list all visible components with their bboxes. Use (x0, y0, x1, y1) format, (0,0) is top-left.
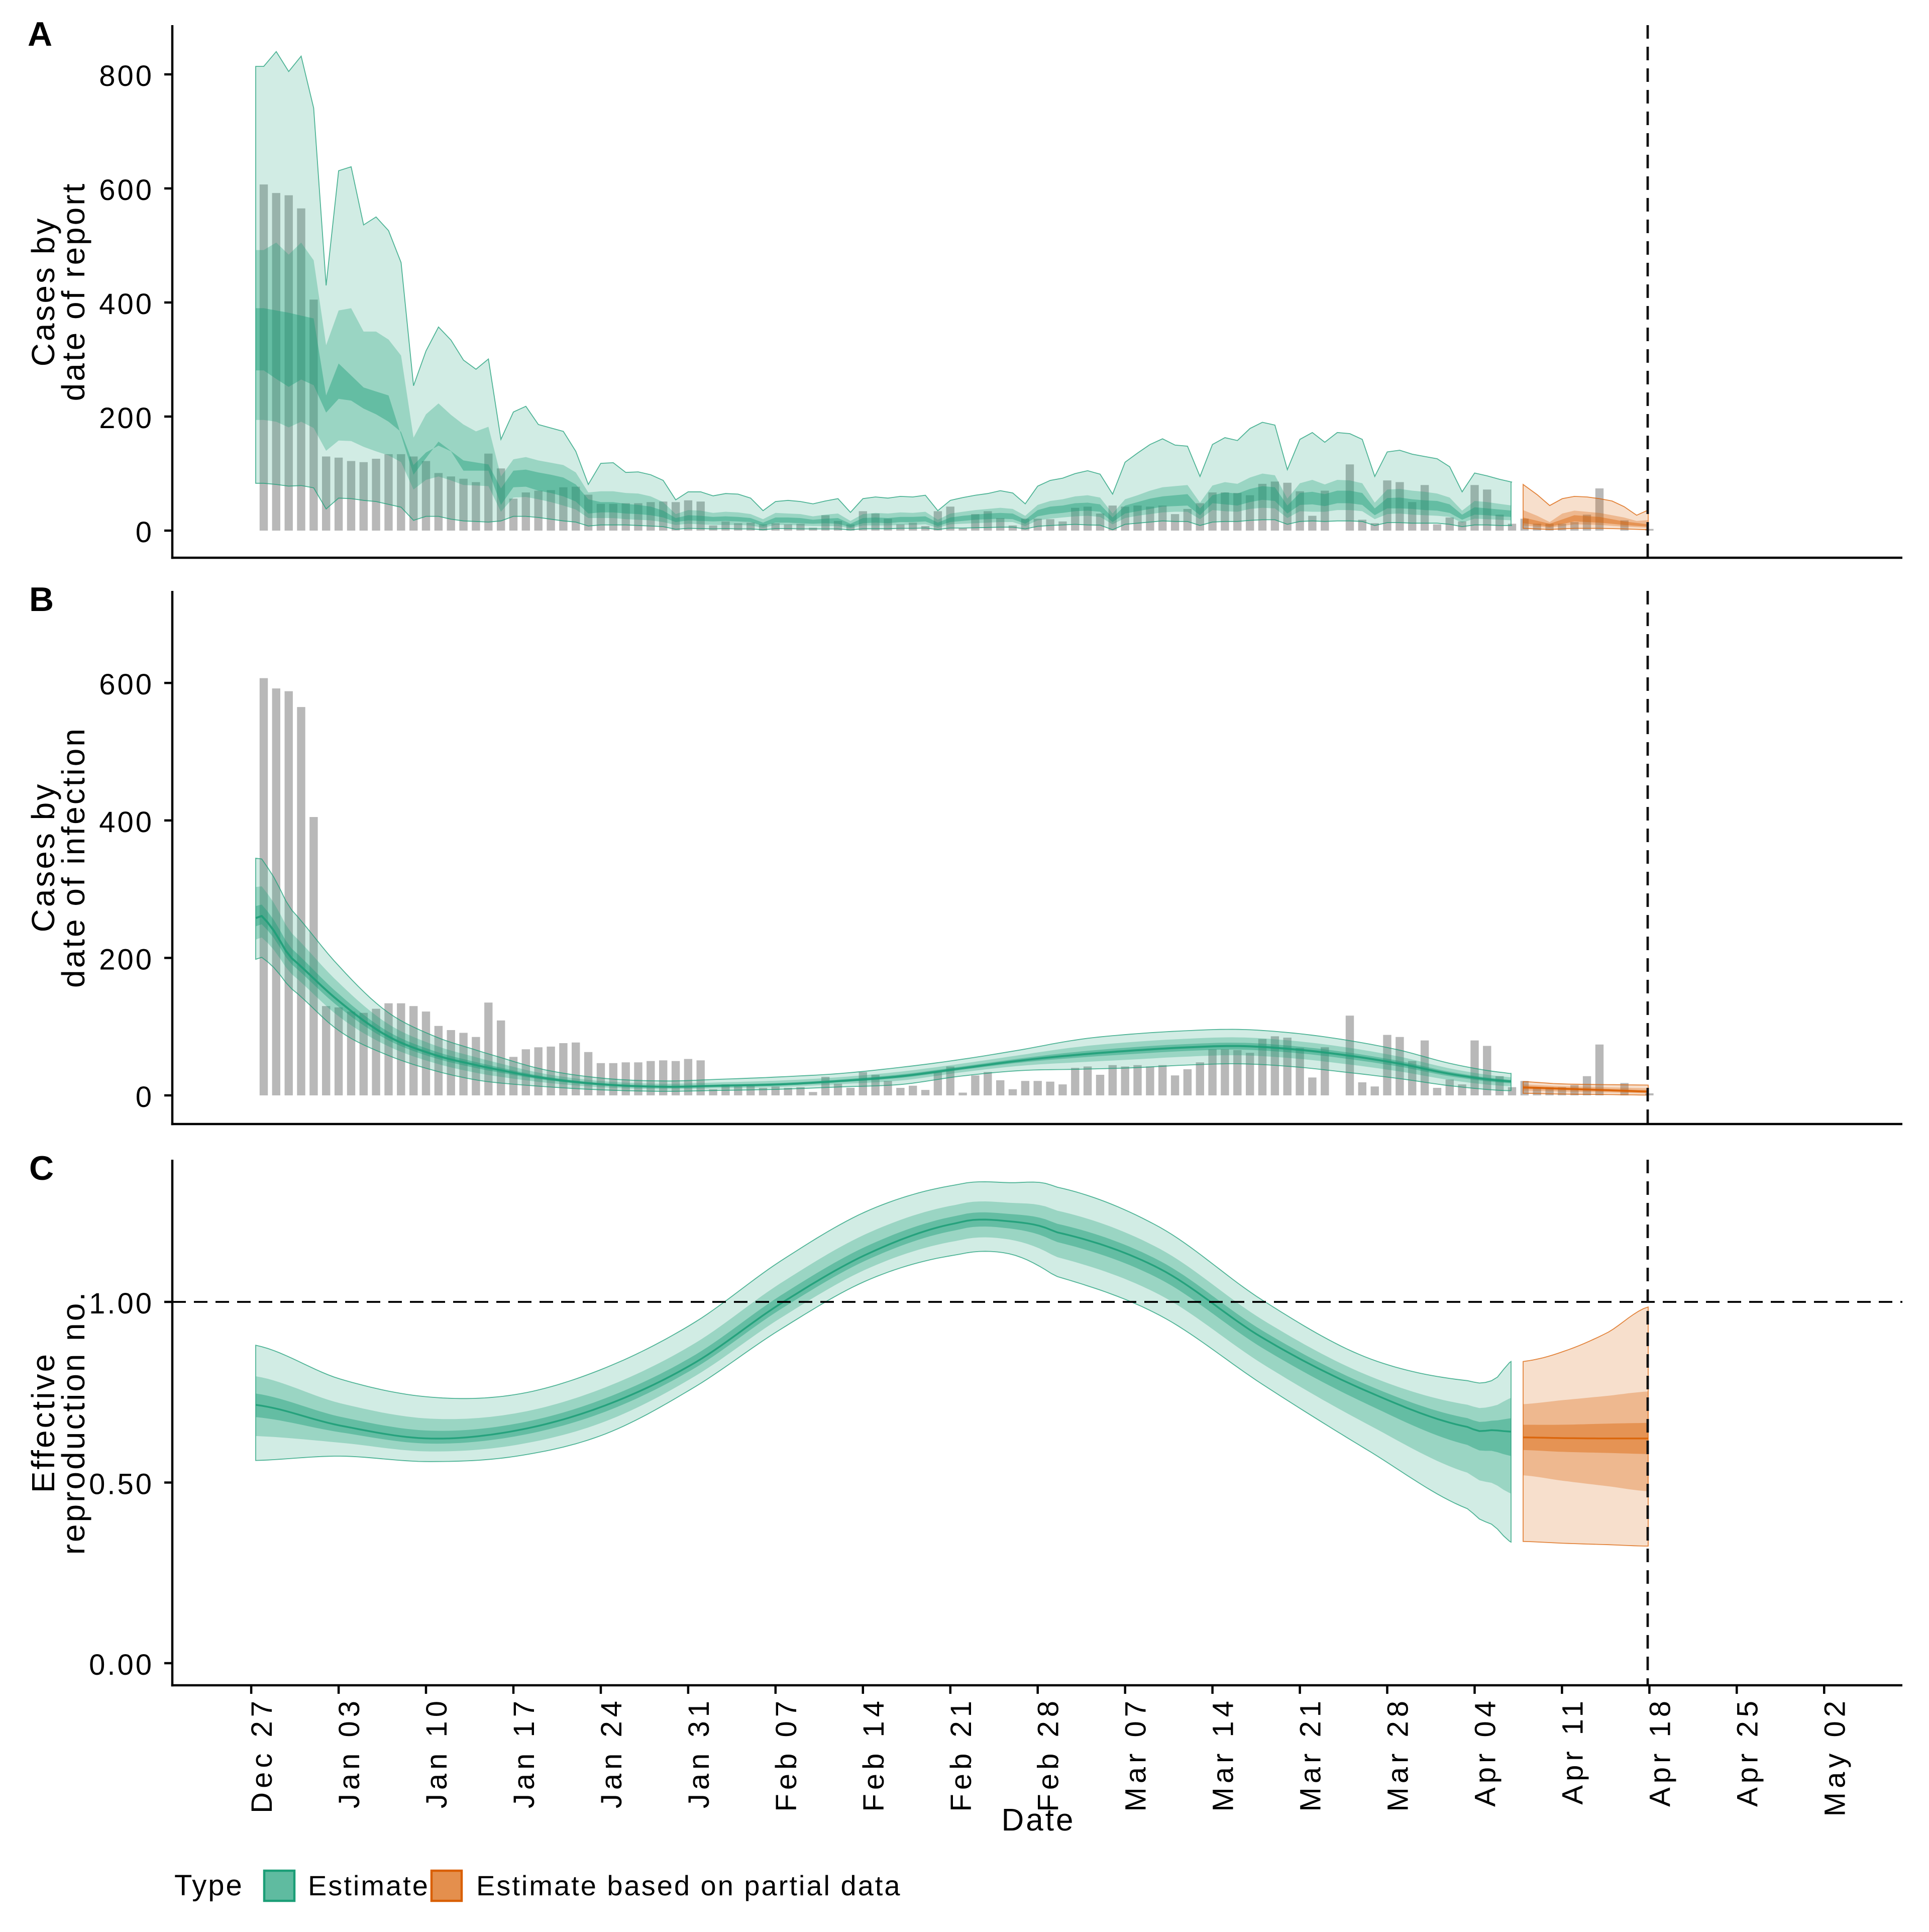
svg-text:Apr 11: Apr 11 (1556, 1697, 1589, 1805)
svg-text:A: A (28, 15, 52, 53)
svg-text:Estimate: Estimate (308, 1870, 430, 1901)
svg-text:Jan 24: Jan 24 (595, 1697, 628, 1808)
svg-text:0.00: 0.00 (89, 1649, 154, 1681)
svg-text:Feb 21: Feb 21 (945, 1697, 978, 1812)
svg-text:600: 600 (99, 174, 154, 207)
svg-text:Mar 14: Mar 14 (1207, 1697, 1240, 1812)
svg-text:Cases by: Cases by (25, 217, 61, 367)
svg-text:B: B (29, 580, 54, 619)
svg-text:date of infection: date of infection (55, 727, 91, 988)
svg-text:400: 400 (99, 288, 154, 321)
svg-text:Dec 27: Dec 27 (246, 1697, 278, 1813)
svg-text:600: 600 (99, 668, 154, 701)
svg-text:Feb 28: Feb 28 (1032, 1697, 1065, 1812)
svg-text:0.50: 0.50 (89, 1468, 154, 1501)
svg-text:Effective: Effective (25, 1352, 61, 1493)
svg-text:C: C (29, 1149, 54, 1187)
svg-text:0: 0 (136, 516, 154, 549)
svg-text:Type: Type (174, 1869, 244, 1902)
svg-text:Jan 03: Jan 03 (333, 1697, 366, 1808)
svg-text:Apr 18: Apr 18 (1644, 1697, 1676, 1807)
svg-text:Mar 07: Mar 07 (1120, 1697, 1152, 1812)
svg-text:Feb 14: Feb 14 (858, 1697, 890, 1812)
svg-text:Mar 21: Mar 21 (1295, 1697, 1327, 1812)
svg-text:800: 800 (99, 60, 154, 92)
svg-text:Date: Date (1002, 1803, 1076, 1838)
svg-text:Apr 25: Apr 25 (1731, 1697, 1764, 1807)
svg-text:200: 200 (99, 402, 154, 435)
svg-text:0: 0 (136, 1081, 154, 1113)
svg-text:reproduction no.: reproduction no. (55, 1290, 91, 1555)
svg-text:400: 400 (99, 806, 154, 839)
svg-text:1.00: 1.00 (89, 1287, 154, 1320)
svg-text:Apr 04: Apr 04 (1469, 1697, 1502, 1807)
svg-text:Jan 17: Jan 17 (508, 1697, 541, 1808)
svg-text:May 02: May 02 (1818, 1697, 1851, 1816)
svg-text:Mar 28: Mar 28 (1382, 1697, 1415, 1812)
svg-text:Feb 07: Feb 07 (770, 1697, 803, 1812)
svg-text:Jan 10: Jan 10 (420, 1697, 453, 1808)
svg-text:Jan 31: Jan 31 (683, 1697, 715, 1808)
svg-text:Cases by: Cases by (25, 782, 61, 933)
svg-text:Estimate based on partial data: Estimate based on partial data (476, 1870, 901, 1901)
svg-text:date of report: date of report (55, 182, 91, 401)
svg-text:200: 200 (99, 943, 154, 976)
